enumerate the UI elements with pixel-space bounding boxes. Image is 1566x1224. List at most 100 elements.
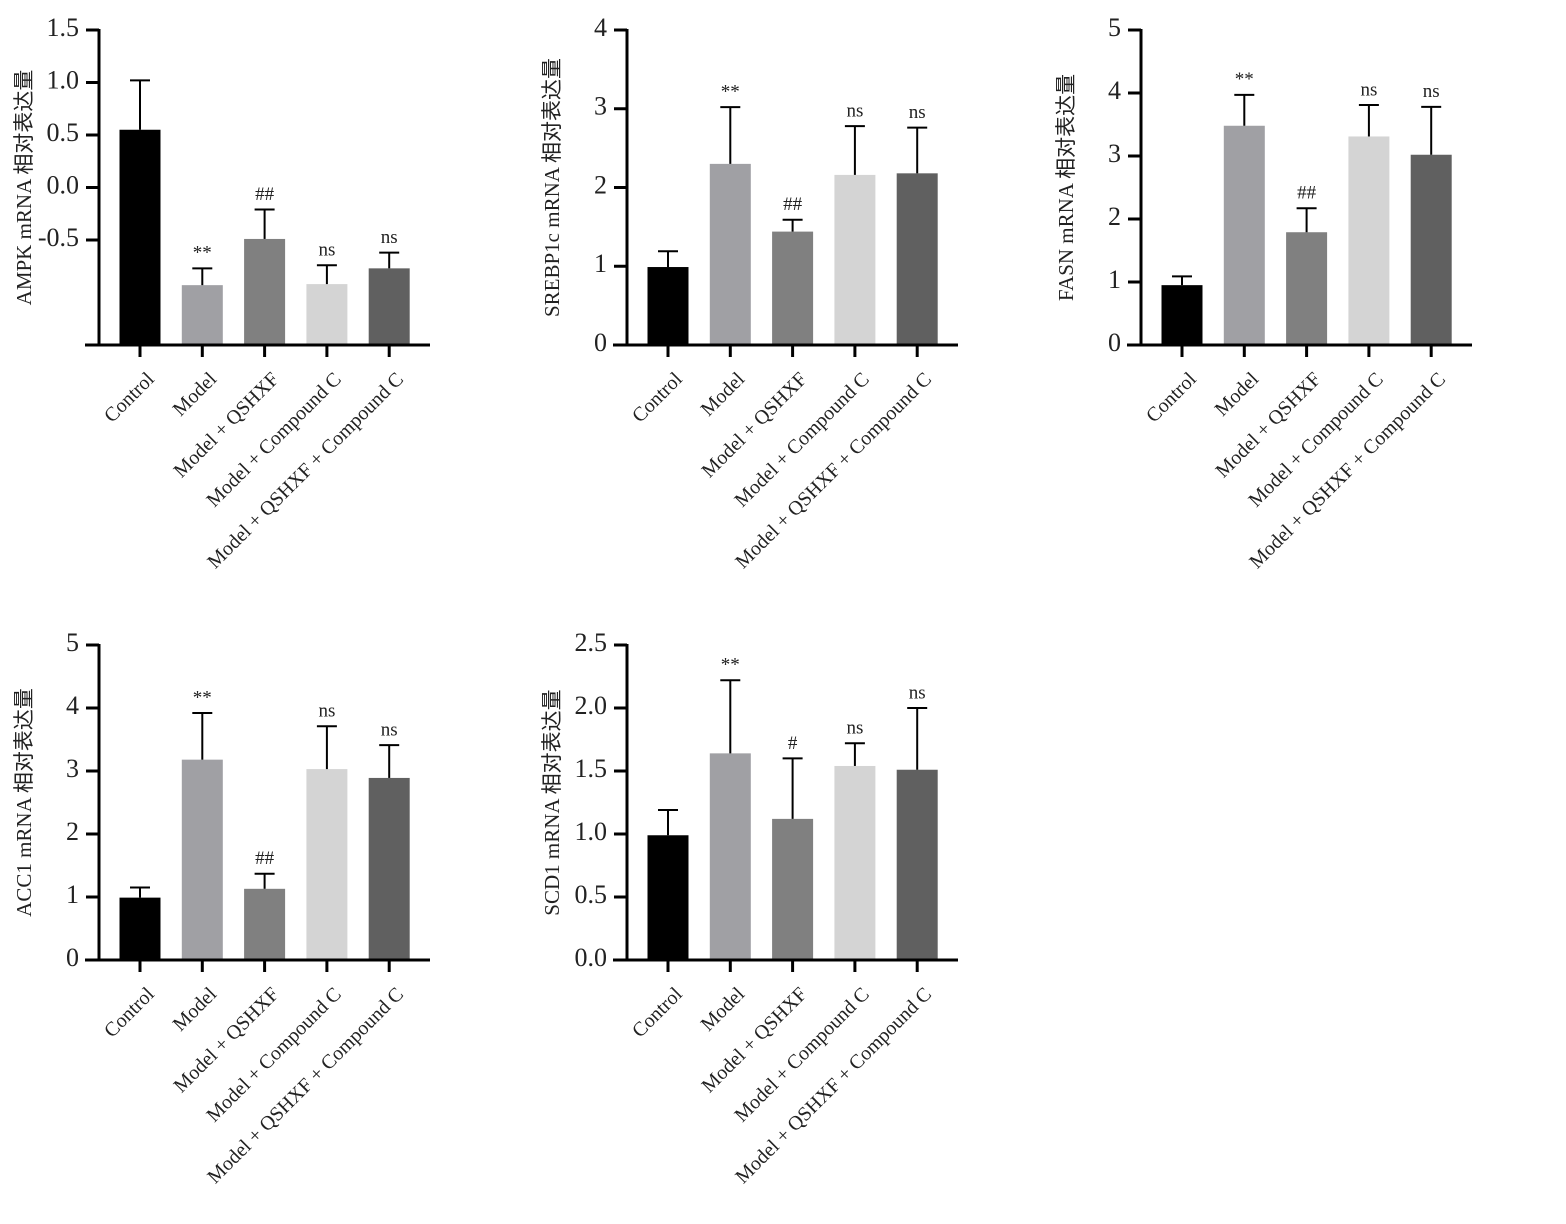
y-tick-label: 0.0 [47, 170, 80, 199]
annotation: ns [846, 100, 863, 121]
bar [772, 231, 814, 345]
bar [368, 777, 410, 960]
error-bar [316, 725, 337, 770]
annotation: ns [909, 682, 926, 703]
annotation: ** [193, 243, 212, 264]
annotation: ** [721, 655, 740, 676]
error-bar [379, 744, 400, 778]
y-tick-label: 1 [1108, 265, 1121, 294]
y-tick-label: 1 [66, 880, 79, 909]
bar [181, 285, 223, 345]
y-tick-label: 0.0 [575, 943, 608, 972]
error-bar [1234, 93, 1255, 126]
y-tick-label: 1.5 [47, 13, 80, 42]
error-bar [658, 809, 678, 836]
error-bar [907, 707, 928, 770]
y-tick-label: 0 [66, 943, 79, 972]
y-tick-label: 2 [1108, 202, 1121, 231]
x-tick-label: Model [169, 368, 222, 421]
bar [244, 238, 286, 345]
error-bar [130, 79, 150, 130]
bar [772, 818, 814, 960]
x-tick-label: Model + QSHXF [1211, 368, 1325, 482]
error-bar [316, 264, 337, 285]
bar [119, 129, 161, 345]
x-tick-label: Control [628, 368, 687, 427]
annotation: ns [846, 718, 863, 739]
y-tick-label: 2 [594, 170, 607, 199]
panel: 0.0 0.5 1.0 1.5 2.0 2.5 Control ** Model # Model +… [540, 628, 958, 1188]
annotation: ns [1360, 79, 1377, 100]
y-tick-label: 4 [66, 691, 79, 720]
x-tick-label: Model + QSHXF [169, 368, 283, 482]
x-tick-label: Model [697, 368, 750, 421]
x-tick-label: Model + QSHXF [697, 983, 811, 1097]
annotation: ## [783, 194, 803, 215]
y-tick-label: -0.5 [38, 223, 79, 252]
error-bar [254, 208, 275, 239]
y-tick-label: 2.0 [575, 691, 608, 720]
annotation: ** [1235, 69, 1254, 90]
y-tick-label: 5 [66, 628, 79, 657]
annotation: ## [255, 848, 275, 869]
bar [647, 835, 689, 960]
annotation: ## [1297, 183, 1317, 204]
error-bar [192, 267, 213, 286]
error-bar [192, 712, 213, 760]
error-bar [720, 106, 741, 164]
annotation: ** [193, 687, 212, 708]
x-tick-label: Control [100, 983, 159, 1042]
x-tick-label: Model + QSHXF [169, 983, 283, 1097]
y-tick-label: 1.0 [47, 65, 80, 94]
error-bar [844, 125, 865, 175]
y-tick-label: 1.5 [575, 754, 608, 783]
x-tick-label: Model [697, 983, 750, 1036]
x-tick-label: Model [1211, 368, 1264, 421]
bar [834, 174, 876, 345]
y-tick-label: 1 [594, 249, 607, 278]
x-tick-label: Model + QSHXF [697, 368, 811, 482]
error-bar [782, 218, 803, 232]
error-bar [254, 872, 275, 889]
y-tick-label: 1.0 [575, 817, 608, 846]
bar [896, 173, 938, 345]
bar [709, 163, 751, 345]
annotation: ## [255, 184, 275, 205]
y-tick-label: 4 [594, 13, 607, 42]
bar [834, 765, 876, 960]
bar [1161, 285, 1203, 345]
error-bar [720, 679, 741, 754]
y-tick-label: 5 [1108, 13, 1121, 42]
y-tick-label: 0.5 [47, 118, 80, 147]
y-axis-label: FASN mRNA 相对表达量 [1054, 74, 1078, 301]
bar [1223, 125, 1265, 345]
y-tick-label: 3 [66, 754, 79, 783]
error-bar [130, 886, 150, 898]
annotation: ns [318, 701, 335, 722]
y-axis-label: SCD1 mRNA 相对表达量 [540, 689, 564, 915]
y-tick-label: 4 [1108, 76, 1121, 105]
y-axis-label: ACC1 mRNA 相对表达量 [12, 688, 36, 917]
y-tick-label: 0.5 [575, 880, 608, 909]
annotation: ns [1423, 81, 1440, 102]
panel: -0.5 0.0 0.5 1.0 1.5 Control ** Model ## Model + … [12, 13, 430, 573]
x-tick-label: Control [628, 983, 687, 1042]
error-bar [782, 757, 803, 819]
bar [1286, 232, 1328, 345]
y-axis-label: AMPK mRNA 相对表达量 [12, 70, 36, 306]
bar [896, 769, 938, 960]
error-bar [1296, 207, 1317, 233]
bar [368, 268, 410, 345]
x-tick-label: Control [100, 368, 159, 427]
bar [709, 753, 751, 960]
y-tick-label: 0 [594, 328, 607, 357]
y-tick-label: 3 [1108, 139, 1121, 168]
y-tick-label: 3 [594, 92, 607, 121]
error-bar [1172, 275, 1192, 286]
annotation: ns [381, 720, 398, 741]
bar [181, 759, 223, 960]
